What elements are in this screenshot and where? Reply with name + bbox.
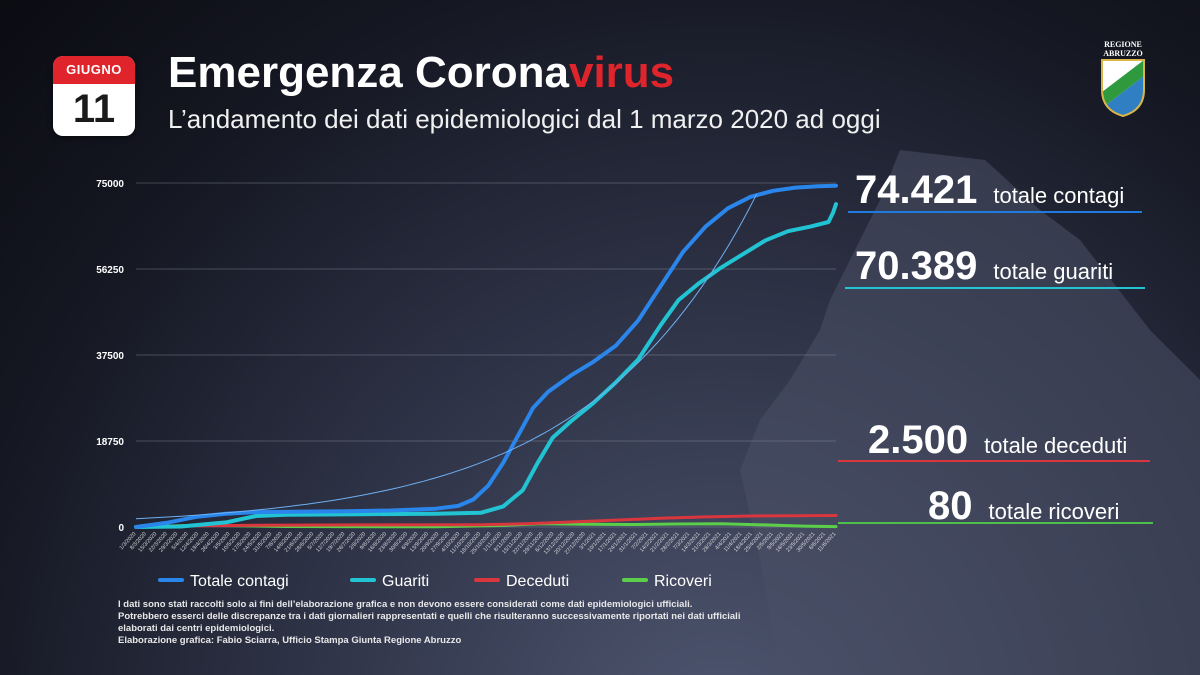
region-logo: REGIONE ABRUZZO (1094, 40, 1152, 118)
stat-deceduti-underline (838, 460, 1150, 462)
y-tick-label: 37500 (96, 351, 124, 362)
page-title: Emergenza Coronavirus (168, 48, 674, 98)
series-line-1 (134, 183, 838, 529)
stat-deceduti: 2.500 totale deceduti (868, 418, 1127, 463)
series-line-3 (134, 514, 838, 529)
disclaimer-line-1: I dati sono stati raccolti solo ai fini … (118, 599, 693, 610)
stat-contagi-underline (848, 211, 1142, 213)
trendline (135, 194, 758, 520)
stat-ricoveri: 80 totale ricoveri (928, 484, 1119, 529)
series-line-2 (134, 202, 838, 529)
y-tick-label: 18750 (96, 437, 124, 448)
legend-label: Guariti (382, 573, 429, 590)
stat-guariti-label: totale guariti (993, 259, 1114, 284)
legend-label: Totale contagi (190, 573, 289, 590)
disclaimer-line-2: Potrebbero esserci delle discrepanze tra… (118, 611, 741, 622)
y-tick-label: 0 (118, 523, 124, 534)
y-tick-label: 75000 (96, 179, 124, 190)
stat-guariti-underline (845, 287, 1145, 289)
disclaimer: I dati sono stati raccolti solo ai fini … (118, 599, 838, 647)
disclaimer-line-4: Elaborazione grafica: Fabio Sciarra, Uff… (118, 635, 462, 646)
calendar-month: GIUGNO (53, 56, 135, 84)
legend-label: Ricoveri (654, 573, 712, 590)
legend-label: Deceduti (506, 573, 569, 590)
title-main: Emergenza Corona (168, 48, 569, 97)
stat-ricoveri-label: totale ricoveri (988, 499, 1120, 524)
calendar-icon: GIUGNO 11 (53, 56, 135, 136)
stat-ricoveri-value: 80 (928, 484, 973, 528)
logo-line-2: ABRUZZO (1103, 49, 1143, 58)
stat-contagi-label: totale contagi (993, 183, 1125, 208)
stat-ricoveri-underline (838, 522, 1153, 524)
stat-contagi: 74.421 totale contagi (855, 168, 1124, 213)
map-silhouette (740, 150, 1200, 675)
stat-contagi-value: 74.421 (855, 168, 978, 212)
stat-guariti: 70.389 totale guariti (855, 244, 1113, 289)
stat-deceduti-label: totale deceduti (984, 433, 1128, 458)
shield-icon (1101, 59, 1145, 118)
page-subtitle: L’andamento dei dati epidemiologici dal … (168, 104, 881, 134)
title-accent: virus (568, 48, 675, 97)
stat-deceduti-value: 2.500 (868, 418, 969, 462)
disclaimer-line-3: elaborati dai centri epidemiologici. (118, 623, 275, 634)
y-tick-label: 56250 (96, 265, 124, 276)
calendar-day: 11 (72, 87, 116, 131)
stat-guariti-value: 70.389 (855, 244, 978, 288)
logo-line-1: REGIONE (1104, 40, 1142, 49)
